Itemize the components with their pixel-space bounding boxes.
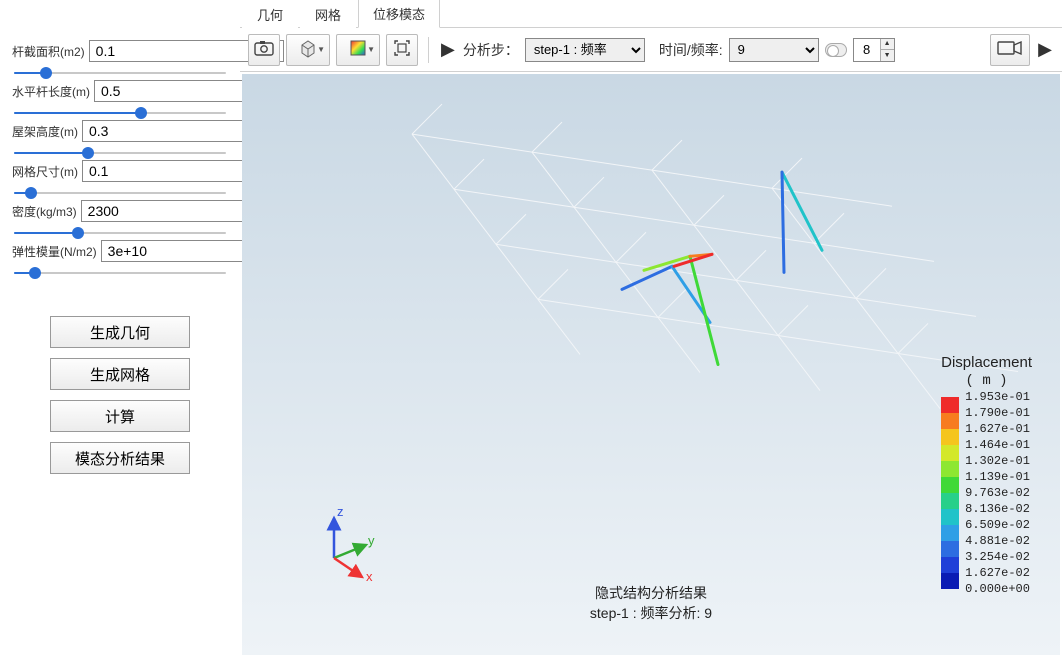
legend-value: 1.627e-02	[965, 565, 1030, 581]
play-next-icon[interactable]: ▶	[1036, 39, 1054, 60]
frame-spinner[interactable]: ▲ ▼	[853, 38, 895, 62]
legend-value: 1.139e-01	[965, 469, 1030, 485]
chevron-down-icon: ▼	[367, 45, 375, 54]
action-button[interactable]: 生成几何	[50, 316, 190, 348]
legend-swatch	[941, 429, 959, 445]
legend-value: 8.136e-02	[965, 501, 1030, 517]
param-slider[interactable]	[14, 66, 226, 80]
play-prev-icon[interactable]: ▶	[439, 39, 457, 60]
spinner-down-icon[interactable]: ▼	[881, 50, 894, 61]
tab[interactable]: 位移模态	[358, 0, 440, 28]
param-slider[interactable]	[14, 106, 226, 120]
param-row: 杆截面积(m2)	[12, 40, 228, 80]
analysis-step-select[interactable]: step-1 : 频率	[525, 38, 645, 62]
param-slider[interactable]	[14, 146, 226, 160]
sidebar: 杆截面积(m2) 水平杆长度(m) 屋架高度(m) 网格尺寸(m)	[0, 0, 240, 657]
param-slider[interactable]	[14, 266, 226, 280]
legend-value: 1.790e-01	[965, 405, 1030, 421]
param-slider[interactable]	[14, 226, 226, 240]
legend-value: 1.302e-01	[965, 453, 1030, 469]
legend-swatch	[941, 461, 959, 477]
param-row: 屋架高度(m)	[12, 120, 228, 160]
time-freq-label: 时间/频率:	[659, 40, 723, 60]
legend-value: 1.464e-01	[965, 437, 1030, 453]
chevron-down-icon: ▼	[317, 45, 325, 54]
param-slider[interactable]	[14, 186, 226, 200]
legend-swatch	[941, 493, 959, 509]
animate-toggle[interactable]	[825, 43, 847, 57]
camera-icon	[254, 40, 274, 59]
legend-swatch	[941, 413, 959, 429]
action-button-group: 生成几何生成网格计算模态分析结果	[12, 316, 228, 474]
legend-value: 1.953e-01	[965, 389, 1030, 405]
tab[interactable]: 网格	[300, 0, 356, 28]
svg-text:x: x	[366, 569, 373, 583]
toolbar-separator	[428, 37, 429, 63]
action-button[interactable]: 生成网格	[50, 358, 190, 390]
view-tabs: 几何网格位移模态	[240, 0, 1062, 28]
param-label: 屋架高度(m)	[12, 123, 78, 140]
legend-value: 9.763e-02	[965, 485, 1030, 501]
param-label: 杆截面积(m2)	[12, 43, 85, 60]
status-text: 隐式结构分析结果 step-1 : 频率分析: 9	[590, 583, 712, 623]
spinner-up-icon[interactable]: ▲	[881, 39, 894, 51]
app-root: 杆截面积(m2) 水平杆长度(m) 屋架高度(m) 网格尺寸(m)	[0, 0, 1062, 657]
legend-value: 1.627e-01	[965, 421, 1030, 437]
legend-value: 0.000e+00	[965, 581, 1030, 597]
legend-value: 4.881e-02	[965, 533, 1030, 549]
viewport-3d[interactable]: z y x 隐式结构分析结果 step-1 : 频率分析: 9 Displace…	[242, 74, 1060, 655]
legend-swatch	[941, 573, 959, 589]
viewport-container: z y x 隐式结构分析结果 step-1 : 频率分析: 9 Displace…	[240, 72, 1062, 657]
time-freq-select[interactable]: 9	[729, 38, 819, 62]
toolbar: ▼ ▼ ▶ 分析步： step-1 : 频率 时间/频率: 9	[240, 28, 1062, 72]
main-panel: 几何网格位移模态 ▼ ▼	[240, 0, 1062, 657]
param-row: 水平杆长度(m)	[12, 80, 228, 120]
tab[interactable]: 几何	[242, 0, 298, 28]
legend-swatch	[941, 477, 959, 493]
colormap-button[interactable]: ▼	[336, 34, 380, 66]
video-camera-icon	[997, 40, 1023, 59]
view-cube-button[interactable]: ▼	[286, 34, 330, 66]
legend-swatch	[941, 509, 959, 525]
legend-swatch	[941, 445, 959, 461]
colormap-icon	[348, 38, 368, 61]
param-label: 网格尺寸(m)	[12, 163, 78, 180]
svg-text:z: z	[337, 504, 344, 519]
record-button[interactable]	[990, 34, 1030, 66]
legend-value: 6.509e-02	[965, 517, 1030, 533]
fit-icon	[393, 39, 411, 60]
axis-gizmo: z y x	[304, 503, 384, 583]
legend-value: 3.254e-02	[965, 549, 1030, 565]
legend-swatch	[941, 525, 959, 541]
param-label: 水平杆长度(m)	[12, 83, 90, 100]
legend-swatch	[941, 557, 959, 573]
cube-icon	[298, 38, 318, 61]
analysis-step-label: 分析步：	[463, 40, 519, 60]
action-button[interactable]: 模态分析结果	[50, 442, 190, 474]
fit-view-button[interactable]	[386, 34, 418, 66]
param-label: 密度(kg/m3)	[12, 203, 77, 220]
svg-text:y: y	[368, 533, 375, 548]
frame-spinner-input[interactable]	[854, 39, 880, 61]
color-legend: Displacement ( m ) 1.953e-011.790e-011.6…	[941, 354, 1032, 605]
param-row: 密度(kg/m3)	[12, 200, 228, 240]
legend-swatch	[941, 541, 959, 557]
param-label: 弹性模量(N/m2)	[12, 243, 97, 260]
legend-swatch	[941, 397, 959, 413]
param-row: 网格尺寸(m)	[12, 160, 228, 200]
param-row: 弹性模量(N/m2)	[12, 240, 228, 280]
action-button[interactable]: 计算	[50, 400, 190, 432]
screenshot-button[interactable]	[248, 34, 280, 66]
